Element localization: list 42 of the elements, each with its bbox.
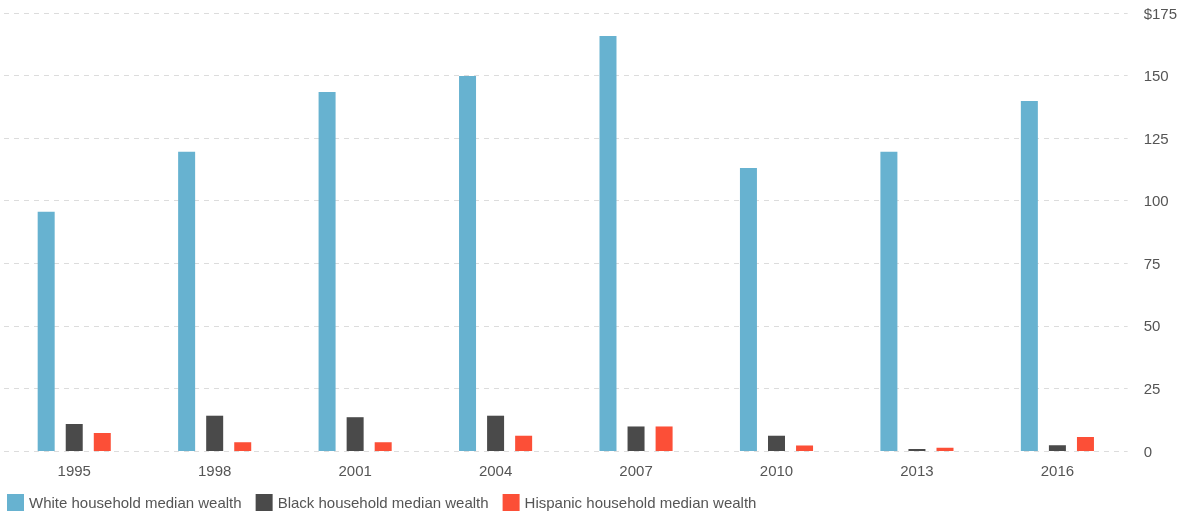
y-tick-label: 50 (1143, 317, 1161, 335)
bar (1048, 445, 1066, 451)
x-tick-label: 2013 (900, 462, 934, 479)
x-tick-label: 2010 (759, 462, 794, 479)
y-tick-label: 0 (1143, 442, 1152, 460)
bar (627, 426, 645, 451)
x-tick-label: 2016 (1040, 462, 1075, 479)
y-tick-label: 150 (1143, 67, 1169, 85)
bar (37, 211, 55, 451)
bar (1020, 101, 1038, 451)
y-tick-label: 25 (1143, 379, 1161, 397)
y-tick-label: 125 (1143, 129, 1169, 147)
y-tick-label: 75 (1143, 254, 1161, 272)
bar (346, 417, 364, 451)
bar (178, 151, 196, 451)
bar (65, 423, 83, 451)
bar (206, 415, 224, 451)
bar (796, 445, 814, 451)
bar (1076, 436, 1094, 451)
bar (880, 151, 898, 451)
x-tick-label: 2007 (619, 462, 653, 479)
legend-label: White household median wealth (29, 494, 242, 511)
bar (374, 442, 392, 451)
x-tick-label: 2004 (478, 462, 513, 479)
bar (655, 426, 673, 451)
bar (936, 447, 954, 451)
legend-label: Black household median wealth (277, 494, 489, 511)
bar (739, 167, 757, 451)
bar (318, 92, 336, 451)
x-tick-label: 1998 (197, 462, 232, 479)
bar (768, 435, 785, 451)
bar (234, 442, 252, 451)
bar (459, 76, 477, 451)
bar (515, 435, 533, 451)
y-tick-label: $175 (1143, 4, 1178, 22)
legend-label: Hispanic household median wealth (524, 494, 757, 511)
x-tick-label: 2001 (338, 462, 372, 479)
bar (599, 36, 617, 451)
bar (93, 432, 111, 451)
x-tick-label: 1995 (57, 462, 91, 479)
y-tick-label: 100 (1143, 192, 1169, 210)
bar (487, 415, 505, 451)
